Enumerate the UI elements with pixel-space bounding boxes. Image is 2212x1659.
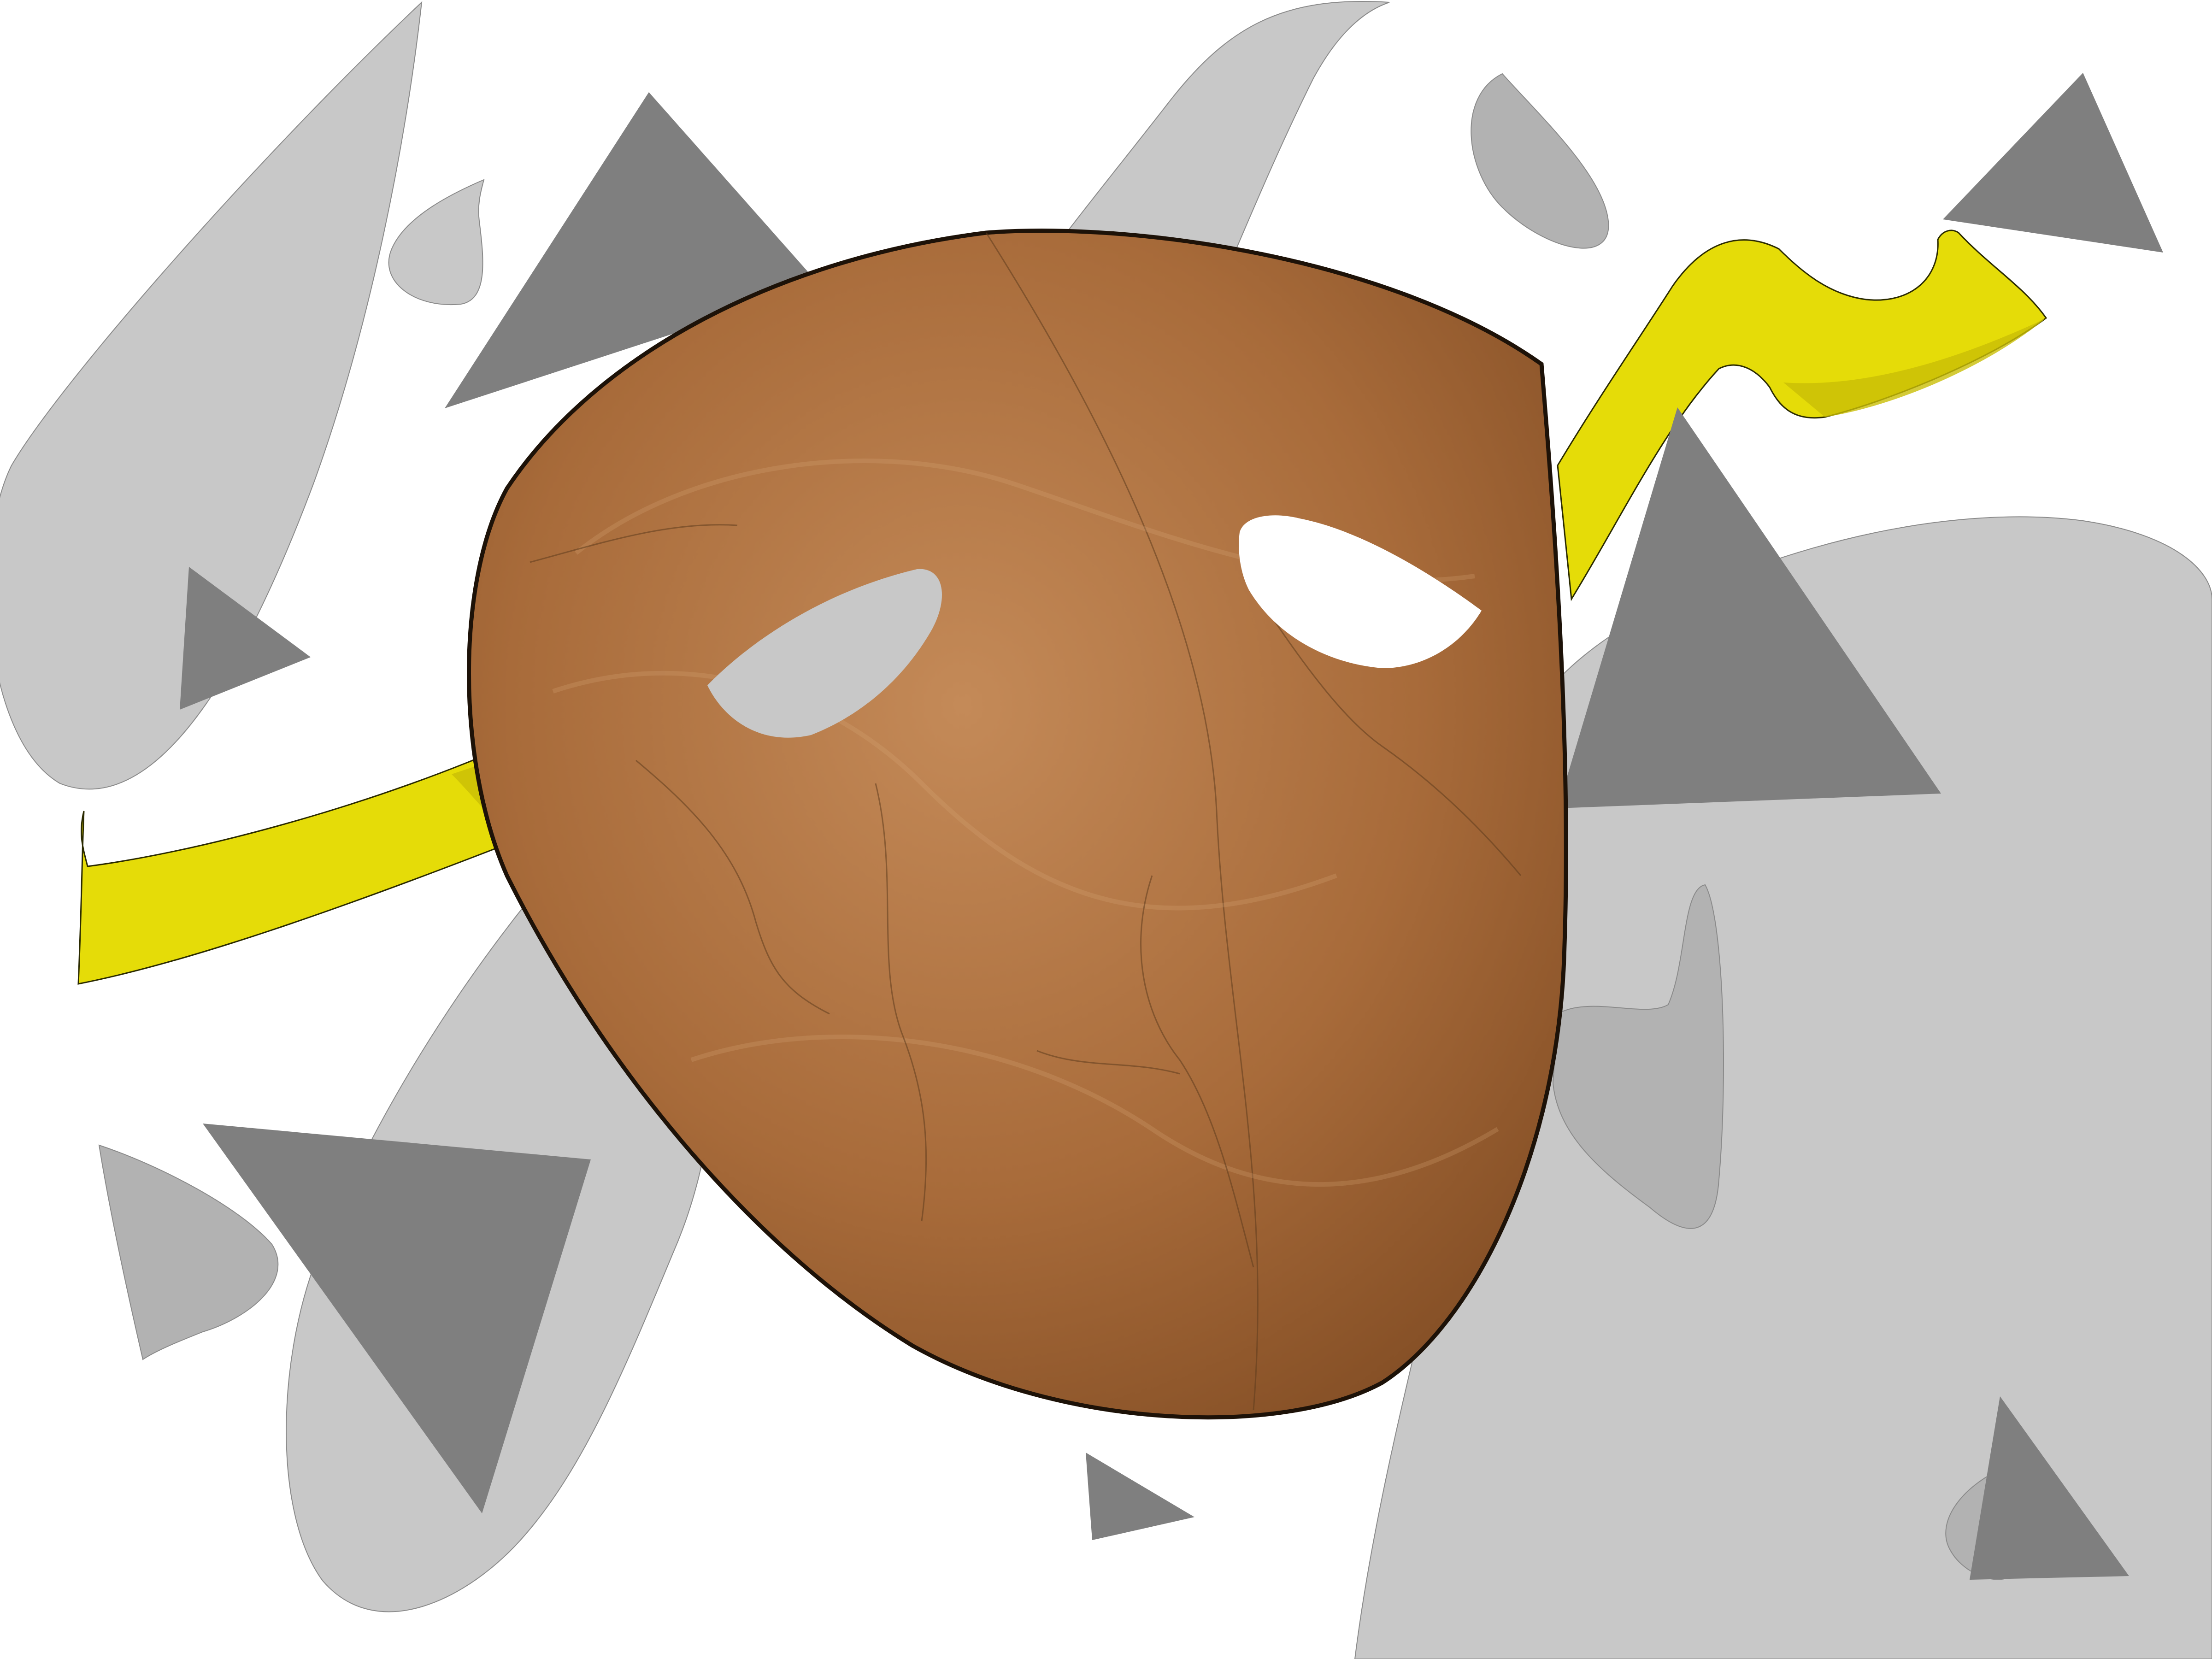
triangle-top-right	[1943, 73, 2163, 253]
grain-crack-3	[635, 759, 830, 1015]
triangle-bottom-center	[1086, 1453, 1194, 1540]
mask-seam	[985, 232, 1259, 1411]
yellow-ribbon	[77, 229, 2047, 985]
grain-swirl-3	[690, 1035, 1499, 1187]
triangle-right-large	[1558, 407, 1941, 808]
triangle-bottom-right	[1970, 1396, 2129, 1580]
blob-right-hook	[1552, 884, 1724, 1229]
grain-crack-6	[1036, 1050, 1180, 1075]
ribbon-left-strap	[77, 755, 522, 985]
grain-swirl-2	[552, 671, 1337, 911]
grain-crack-1	[875, 783, 927, 1222]
grain-crack-2	[1140, 875, 1254, 1268]
mask-right-eye-hole	[1239, 515, 1482, 668]
mask-left-eye-hole	[707, 569, 942, 738]
ribbon-right-shade	[1783, 318, 2046, 417]
grain-crack-5	[529, 524, 738, 563]
blob-small-left-drop	[388, 179, 485, 306]
ribbon-right-strap	[1557, 229, 2047, 601]
blob-lower-left-cone	[98, 1144, 279, 1360]
grain-crack-4	[1243, 576, 1522, 876]
blob-left-teardrop	[0, 1, 423, 790]
triangle-left-small	[180, 567, 311, 710]
triangle-lower-left	[203, 1124, 591, 1513]
wooden-mask	[467, 229, 1568, 1420]
blob-top-right-drop	[1471, 73, 1609, 249]
triangles	[180, 73, 2163, 1580]
triangle-top-left	[445, 92, 820, 408]
